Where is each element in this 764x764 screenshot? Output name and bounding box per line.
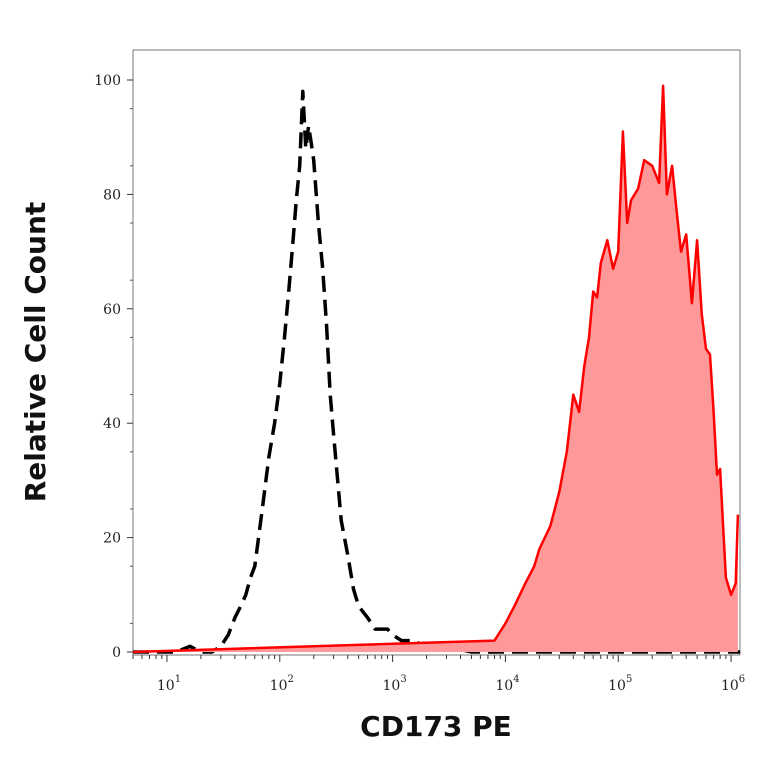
y-tick-label: 40 [103,416,121,432]
y-tick-label: 80 [103,187,121,203]
x-tick-label: 103 [383,674,407,694]
x-axis-ticks: 101 102 103 104 105 106 [132,655,745,694]
x-tick-label: 101 [157,674,181,694]
plot-frame [132,49,741,656]
y-tick-label: 0 [112,645,121,661]
x-axis-title: CD173 PE [360,710,512,743]
y-axis-title: Relative Cell Count [19,202,52,503]
x-tick-label: 104 [495,674,519,694]
series-1-line [132,84,740,654]
series-1-area [133,85,738,652]
series-layer [132,84,740,654]
series-0-line [133,89,740,654]
x-tick-label: 105 [608,674,632,694]
y-tick-label: 20 [103,531,121,547]
y-axis-ticks: 0 20 40 60 80 100 [94,73,133,661]
y-tick-label: 100 [94,73,121,89]
x-tick-label: 106 [721,674,745,694]
x-tick-label: 102 [270,674,294,694]
y-tick-label: 60 [103,302,121,318]
